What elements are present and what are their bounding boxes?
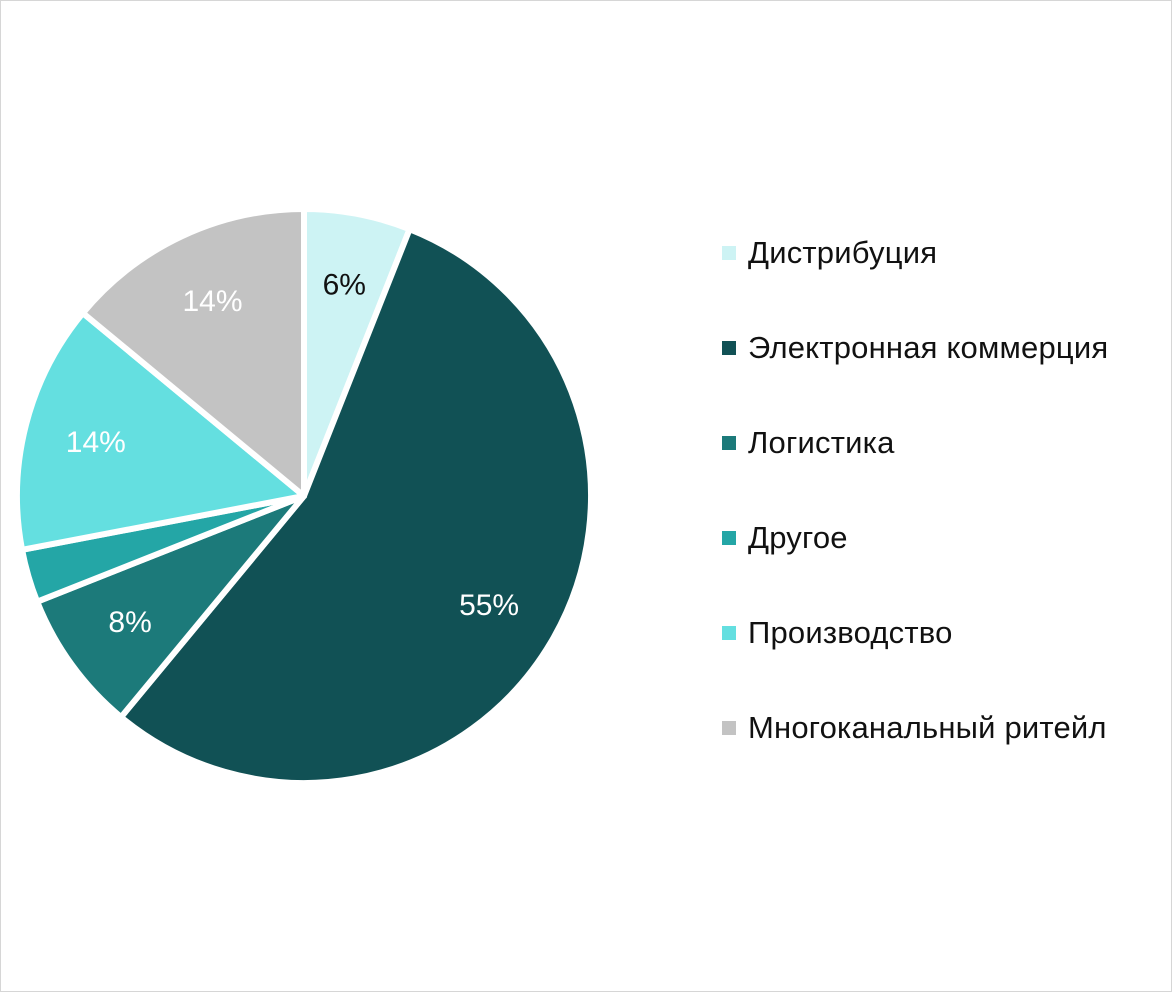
legend-swatch-5 xyxy=(722,721,736,735)
legend-item-2: Логистика xyxy=(722,418,895,468)
pie-slice-label-0: 6% xyxy=(323,268,366,301)
legend-item-4: Производство xyxy=(722,608,953,658)
legend-item-5: Многоканальный ритейл xyxy=(722,703,1107,753)
pie-slice-1 xyxy=(118,226,594,786)
legend-swatch-2 xyxy=(722,436,736,450)
legend-item-3: Другое xyxy=(722,513,848,563)
pie-slice-labels: 6% 55% 8% 14% 14% xyxy=(66,268,519,639)
pie-slice-label-1: 55% xyxy=(459,589,519,622)
legend-label-3: Другое xyxy=(748,520,848,555)
legend-label-4: Производство xyxy=(748,615,953,650)
legend-swatch-3 xyxy=(722,531,736,545)
pie-slice-2 xyxy=(34,493,307,721)
pie-slice-label-2: 8% xyxy=(108,606,151,639)
pie-slice-4 xyxy=(14,310,307,553)
legend-item-0: Дистрибуция xyxy=(722,228,937,278)
legend-swatch-4 xyxy=(722,626,736,640)
legend-label-5: Многоканальный ритейл xyxy=(748,710,1107,745)
pie-slice-5 xyxy=(79,206,307,499)
pie-slice-label-4: 14% xyxy=(66,426,126,459)
legend-swatch-1 xyxy=(722,341,736,355)
legend-label-1: Электронная коммерция xyxy=(748,330,1109,365)
legend-swatch-0 xyxy=(722,246,736,260)
legend-label-0: Дистрибуция xyxy=(748,235,938,270)
pie-slice-label-5: 14% xyxy=(182,285,242,318)
legend-label-2: Логистика xyxy=(748,425,895,460)
legend-item-1: Электронная коммерция xyxy=(722,323,1108,373)
pie-slices xyxy=(14,206,594,786)
